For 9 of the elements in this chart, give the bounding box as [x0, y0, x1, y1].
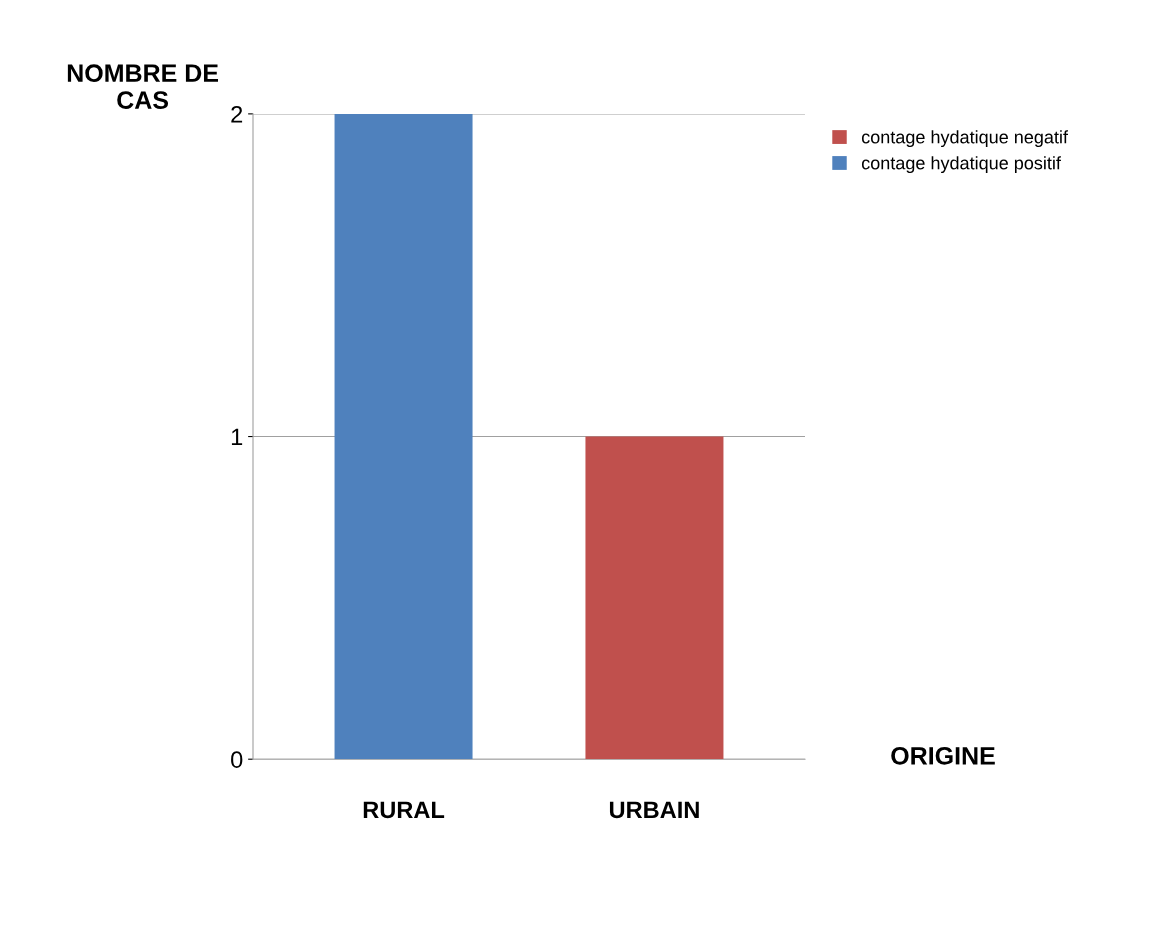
x-axis-title: ORIGINE [891, 746, 995, 765]
x-tick-label: RURAL [363, 801, 445, 819]
y-axis-title: NOMBRE DE CAS [67, 64, 219, 109]
y-tick-label: 0 [231, 751, 243, 768]
y-tick-label: 1 [231, 428, 243, 446]
legend-label: contage hydatique positif [861, 156, 1061, 174]
y-tick-label: 2 [231, 105, 243, 123]
legend-label: contage hydatique negatif [861, 130, 1069, 148]
x-tick-label: URBAIN [609, 801, 699, 819]
